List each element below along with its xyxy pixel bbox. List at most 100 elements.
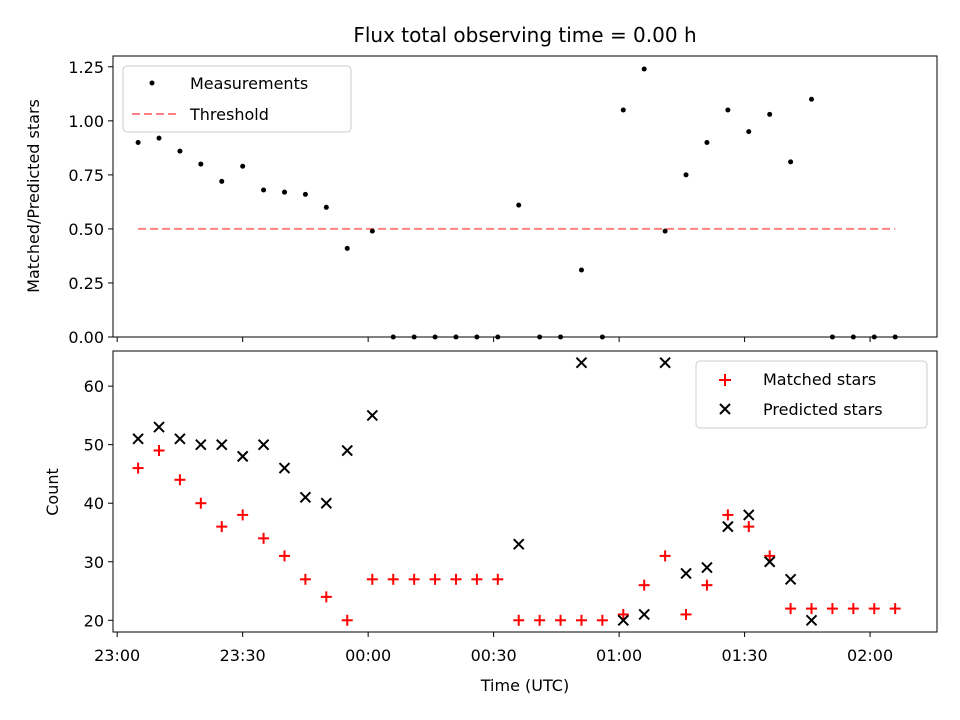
legend-marker-predicted: [719, 403, 731, 415]
matched-star-point: [341, 614, 353, 626]
top-y-tick-label: 1.25: [68, 58, 104, 77]
matched-star-point: [299, 573, 311, 585]
predicted-star-point: [132, 433, 144, 445]
predicted-star-point: [805, 614, 818, 626]
predicted-star-point: [153, 421, 165, 433]
x-tick-label: 01:00: [596, 646, 642, 665]
bottom-y-tick-label: 60: [84, 377, 104, 396]
measurement-point: [683, 172, 689, 178]
matched-star-point: [195, 497, 207, 509]
matched-star-point: [153, 445, 165, 457]
predicted-star-point: [174, 433, 186, 445]
matched-star-point: [366, 573, 378, 585]
matched-star-point: [492, 573, 504, 585]
predicted-star-point: [638, 608, 650, 621]
matched-star-point: [534, 614, 546, 626]
matched-star-point: [847, 603, 859, 615]
matched-star-point: [785, 603, 797, 615]
predicted-star-point: [513, 538, 525, 550]
predicted-star-point: [659, 357, 671, 369]
top-y-axis-label: Matched/Predicted stars: [24, 99, 43, 293]
matched-star-point: [320, 591, 332, 603]
matched-star-point: [174, 474, 186, 486]
matched-star-point: [638, 579, 650, 591]
top-y-tick-label: 1.00: [68, 112, 104, 131]
predicted-star-point: [575, 357, 588, 369]
measurement-point: [516, 202, 522, 208]
bottom-y-axis-label: Count: [43, 468, 62, 516]
legend-label-measurements: Measurements: [190, 74, 308, 93]
matched-star-point: [429, 573, 441, 585]
top-y-tick-label: 0.00: [68, 328, 104, 347]
x-tick-label: 00:30: [471, 646, 517, 665]
x-axis-label: Time (UTC): [480, 676, 569, 695]
measurement-point: [198, 161, 204, 167]
measurement-point: [240, 163, 246, 169]
bottom-y-tick-label: 40: [84, 494, 104, 513]
matched-star-point: [450, 573, 462, 585]
matched-star-point: [596, 614, 608, 626]
bottom-y-ticks: 20 30 40 50 60: [84, 377, 113, 630]
matched-star-point: [258, 532, 270, 544]
measurement-point: [704, 139, 710, 145]
x-tick-label: 23:00: [94, 646, 140, 665]
matched-star-point: [764, 550, 776, 562]
predicted-star-point: [722, 520, 734, 533]
measurement-point: [725, 107, 731, 113]
measurement-point: [767, 111, 773, 117]
bottom-axes-frame: [112, 350, 938, 633]
matched-star-point: [278, 550, 290, 562]
predicted-star-point: [784, 573, 797, 586]
matched-star-point: [216, 521, 228, 533]
measurement-point: [344, 245, 350, 251]
matched-star-point: [722, 509, 734, 521]
measurement-point: [323, 204, 329, 210]
x-tick-label: 01:30: [722, 646, 768, 665]
legend-marker-measurements: [149, 80, 155, 86]
top-y-tick-label: 0.50: [68, 220, 104, 239]
measurement-point: [620, 107, 626, 113]
matched-star-point: [617, 608, 629, 620]
predicted-star-point: [320, 497, 333, 509]
top-x-ticks: [116, 337, 871, 342]
predicted-star-point: [341, 444, 353, 457]
predicted-star-point: [701, 561, 713, 574]
top-y-tick-label: 0.75: [68, 166, 104, 185]
predicted-star-point: [299, 491, 312, 504]
top-legend-box: [122, 65, 352, 133]
matched-star-point: [743, 521, 755, 533]
matched-star-point: [513, 614, 525, 626]
matched-star-point: [826, 603, 838, 615]
measurement-point: [788, 159, 794, 165]
matched-star-point: [701, 579, 713, 591]
predicted-star-point: [195, 438, 207, 451]
matched-star-point: [132, 462, 144, 474]
matched-star-point: [806, 603, 818, 615]
measurement-point: [156, 135, 162, 141]
measurement-point: [302, 191, 308, 197]
measurement-point: [369, 228, 375, 234]
measurement-point: [281, 189, 287, 195]
measurement-point: [135, 139, 141, 145]
legend-label-matched: Matched stars: [763, 370, 876, 389]
predicted-star-point: [617, 614, 630, 626]
predicted-star-point: [743, 509, 755, 521]
bottom-legend: Matched stars Predicted stars: [695, 360, 928, 429]
matched-star-point: [659, 550, 671, 562]
measurement-point: [662, 228, 668, 234]
predicted-star-point: [257, 438, 270, 451]
predicted-star-point: [278, 462, 291, 474]
matched-star-point: [471, 573, 483, 585]
bottom-x-ticks: 23:00 23:30 00:00 00:30 01:00 01:30 02:00: [94, 632, 893, 665]
matched-star-point: [868, 603, 880, 615]
top-legend: Measurements Threshold: [122, 65, 352, 133]
measurement-point: [746, 129, 752, 135]
bottom-axes: 20 30 40 50 60 23:00 23:30 00:00 00:30 01:00 01:3…: [43, 350, 938, 695]
legend-label-threshold: Threshold: [189, 105, 269, 124]
matched-star-point: [889, 603, 901, 615]
matched-star-point: [387, 573, 399, 585]
matched-star-point: [555, 614, 567, 626]
top-y-tick-label: 0.25: [68, 274, 104, 293]
bottom-legend-box: [695, 360, 928, 429]
